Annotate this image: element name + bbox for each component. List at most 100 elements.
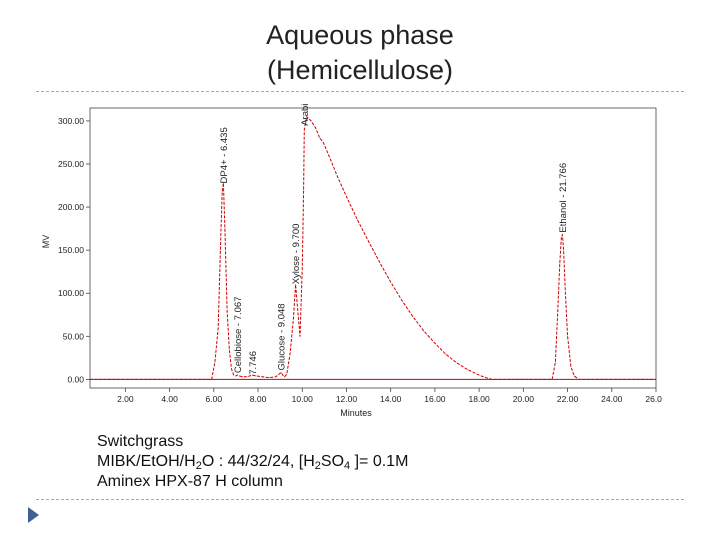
data-point [235, 375, 237, 377]
top-divider [36, 91, 684, 92]
data-point [231, 368, 232, 370]
data-point [252, 374, 253, 376]
x-tick-label: 6.00 [206, 394, 223, 404]
data-point [555, 361, 556, 363]
data-point [220, 249, 221, 251]
data-point [328, 154, 330, 156]
y-tick-label: 50.00 [63, 331, 85, 341]
y-axis-label: MV [41, 235, 51, 249]
x-axis-label: Minutes [340, 408, 372, 418]
data-point [282, 374, 284, 376]
x-tick-label: 18.00 [468, 394, 490, 404]
data-point [551, 378, 553, 380]
x-tick-label: 8.00 [250, 394, 267, 404]
x-tick-label: 12.00 [336, 394, 358, 404]
x-tick-label: 16.00 [424, 394, 446, 404]
data-point [322, 142, 324, 143]
data-point [412, 316, 414, 317]
data-point [315, 127, 316, 129]
slide-title: Aqueous phase (Hemicellulose) [210, 18, 510, 88]
bottom-divider [36, 499, 684, 500]
data-point [242, 376, 243, 378]
data-point [295, 284, 297, 286]
x-tick-label: 26.00 [645, 394, 662, 404]
x-tick-label: 10.00 [292, 394, 314, 404]
data-point [284, 376, 285, 378]
data-point [563, 249, 564, 251]
y-tick-label: 150.00 [58, 245, 84, 255]
data-point [557, 314, 559, 316]
peak-annotation: Ethanol - 21.766 [558, 163, 569, 233]
y-tick-label: 0.00 [67, 374, 84, 384]
data-point [301, 266, 303, 268]
x-tick-label: 14.00 [380, 394, 402, 404]
slide-title-line2: (Hemicellulose) [266, 55, 454, 85]
data-point [573, 375, 575, 377]
peak-annotation: 7.746 [248, 351, 259, 375]
caption: Switchgrass MIBK/EtOH/H2O : 44/32/24, [H… [97, 432, 408, 492]
data-point [561, 234, 563, 236]
data-point [293, 318, 294, 320]
data-point [303, 189, 304, 191]
x-tick-label: 4.00 [161, 394, 178, 404]
data-point [485, 377, 487, 379]
slide-title-line1: Aqueous phase [266, 20, 454, 50]
data-point [217, 327, 219, 329]
data-point [286, 373, 288, 375]
data-point [221, 191, 223, 192]
y-tick-label: 250.00 [58, 159, 84, 169]
chromatogram-chart: 0.00 50.00 100.00 150.00 200.00 250.00 300.00 2… [40, 104, 662, 422]
peak-annotation: Glucose - 9.048 [277, 303, 288, 370]
data-point [278, 373, 280, 375]
data-point [423, 330, 425, 332]
peak-annotation: Arabinose - 10.091 [300, 104, 311, 126]
data-point [491, 378, 493, 380]
data-point [299, 335, 301, 337]
data-point [564, 292, 566, 294]
x-tick-label: 24.00 [601, 394, 623, 404]
data-point [214, 361, 216, 363]
data-point [379, 261, 381, 263]
caption-line-column: Aminex HPX-87 H column [97, 473, 283, 490]
y-tick-label: 200.00 [58, 202, 84, 212]
x-tick-label: 2.00 [117, 394, 134, 404]
plot-frame [89, 107, 657, 389]
x-tick-label: 22.00 [557, 394, 579, 404]
data-point [578, 378, 580, 380]
data-point [228, 348, 230, 350]
data-point [280, 372, 282, 373]
data-point [401, 299, 403, 301]
data-point [233, 374, 235, 376]
data-point [246, 376, 248, 378]
data-point [310, 120, 312, 122]
y-tick-label: 100.00 [58, 288, 84, 298]
chart-svg: 0.00 50.00 100.00 150.00 200.00 250.00 300.00 2… [41, 104, 662, 418]
data-point [238, 375, 240, 377]
data-point [237, 374, 238, 376]
data-point [337, 176, 339, 178]
data-point [357, 219, 358, 221]
data-point [319, 137, 321, 139]
data-point [296, 305, 298, 307]
x-tick-label: 20.00 [513, 394, 535, 404]
data-point [655, 378, 657, 380]
peak-annotation: Xylose - 9.700 [291, 224, 302, 285]
caption-line-material: Switchgrass [97, 433, 184, 450]
data-point [390, 281, 392, 283]
data-point [275, 376, 277, 378]
data-point [456, 362, 458, 364]
data-point [560, 236, 562, 238]
data-point [567, 335, 568, 337]
data-point [346, 196, 347, 198]
bullet-arrow-icon [28, 507, 39, 523]
peak-annotation: DP4+ - 6.435 [219, 127, 230, 183]
data-point [89, 378, 91, 380]
data-point [262, 376, 263, 378]
data-point [570, 366, 572, 367]
caption-line-solvent: MIBK/EtOH/H2O : 44/32/24, [H2SO4 ]= 0.1M [97, 453, 409, 472]
data-point [211, 378, 213, 380]
data-point [255, 375, 257, 377]
data-point [559, 262, 561, 264]
data-point [223, 182, 224, 184]
y-tick-label: 300.00 [58, 116, 84, 126]
